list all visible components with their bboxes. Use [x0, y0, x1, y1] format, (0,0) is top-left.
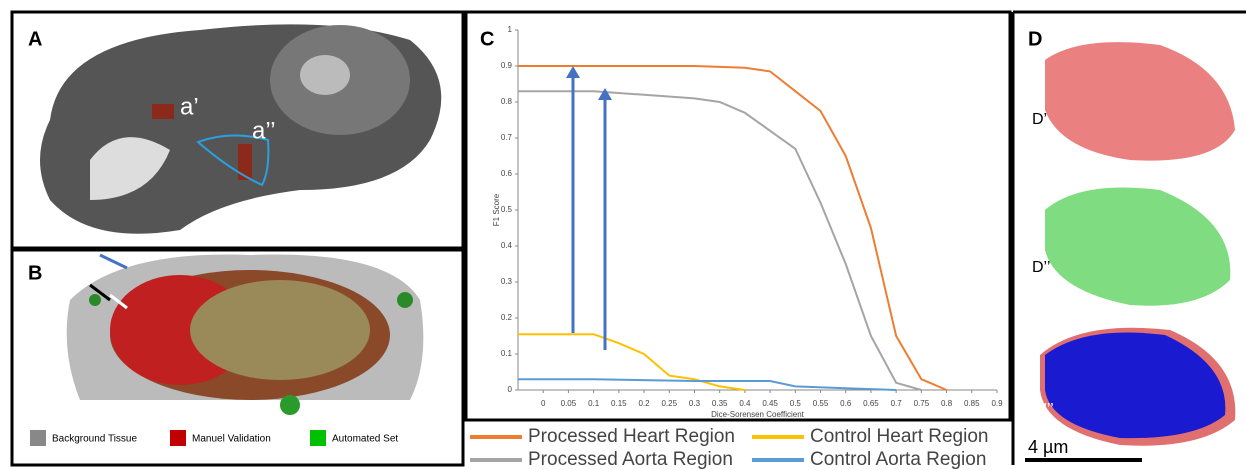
x-tick-label: 0: [541, 399, 546, 408]
y-axis-title: F1 Score: [492, 193, 501, 226]
region-label: D’’: [1032, 259, 1050, 276]
x-tick-label: 0.05: [561, 399, 577, 408]
x-tick-label: 0.5: [790, 399, 802, 408]
x-tick-label: 0.55: [813, 399, 829, 408]
panel-label: D: [1028, 28, 1042, 50]
region-label: a’’: [252, 117, 276, 144]
x-tick-label: 0.85: [964, 399, 980, 408]
legend-label: Background Tissue: [52, 434, 137, 445]
legend-label: Control Heart Region: [810, 426, 988, 447]
y-tick-label: 0.5: [501, 205, 513, 214]
y-tick-label: 1: [508, 25, 513, 34]
region-label: D’: [1032, 111, 1047, 128]
legend-label: Processed Aorta Region: [528, 449, 733, 470]
x-tick-label: 0.2: [638, 399, 650, 408]
x-tick-label: 0.7: [891, 399, 903, 408]
x-tick-label: 0.35: [712, 399, 728, 408]
panel-a-image: [12, 12, 463, 248]
scale-bar-label: 4 µm: [1028, 437, 1068, 457]
y-tick-label: 0.8: [501, 97, 513, 106]
x-tick-label: 0.4: [739, 399, 751, 408]
x-tick-label: 0.65: [863, 399, 879, 408]
y-tick-label: 0.4: [501, 241, 513, 250]
y-tick-label: 0.9: [501, 61, 513, 70]
y-tick-label: 0.3: [501, 277, 513, 286]
x-tick-label: 0.15: [611, 399, 627, 408]
legend-label: Automated Set: [332, 434, 398, 445]
x-tick-label: 0.6: [840, 399, 852, 408]
region-label: D’’’: [1032, 401, 1054, 418]
x-axis-title: Dice-Sorensen Coefficient: [711, 410, 805, 419]
x-tick-label: 0.8: [941, 399, 953, 408]
series-line: [518, 378, 897, 391]
legend-label: Control Aorta Region: [810, 449, 986, 470]
y-tick-label: 0: [508, 385, 513, 394]
region-label: a’: [180, 93, 199, 120]
y-tick-label: 0.2: [501, 313, 513, 322]
y-tick-label: 0.6: [501, 169, 513, 178]
line-chart: 0 0.1 0.2 0.3 0.4 0.5 0.6 0.7 0.8 0.9 1 0 0.05 0.1 0.1…: [470, 25, 1003, 470]
y-tick-label: 0.7: [501, 133, 513, 142]
panel-borders: [10, 10, 1246, 467]
arrows: [566, 66, 612, 350]
x-tick-label: 0.3: [689, 399, 701, 408]
x-tick-label: 0.1: [588, 399, 600, 408]
panel-b-image: [12, 252, 463, 465]
legend-label: Manuel Validation: [192, 434, 271, 445]
series-line: [518, 333, 746, 391]
panel-d-image: [1025, 42, 1236, 462]
series-line: [518, 90, 922, 391]
x-tick-label: 0.75: [914, 399, 930, 408]
y-tick-label: 0.1: [501, 349, 513, 358]
x-tick-label: 0.9: [991, 399, 1003, 408]
legend-label: Processed Heart Region: [528, 426, 735, 447]
panel-label: C: [480, 28, 494, 50]
panel-label: B: [28, 262, 42, 284]
series-line: [518, 65, 947, 391]
x-tick-label: 0.45: [762, 399, 778, 408]
x-tick-label: 0.25: [661, 399, 677, 408]
panel-label: A: [28, 28, 42, 50]
